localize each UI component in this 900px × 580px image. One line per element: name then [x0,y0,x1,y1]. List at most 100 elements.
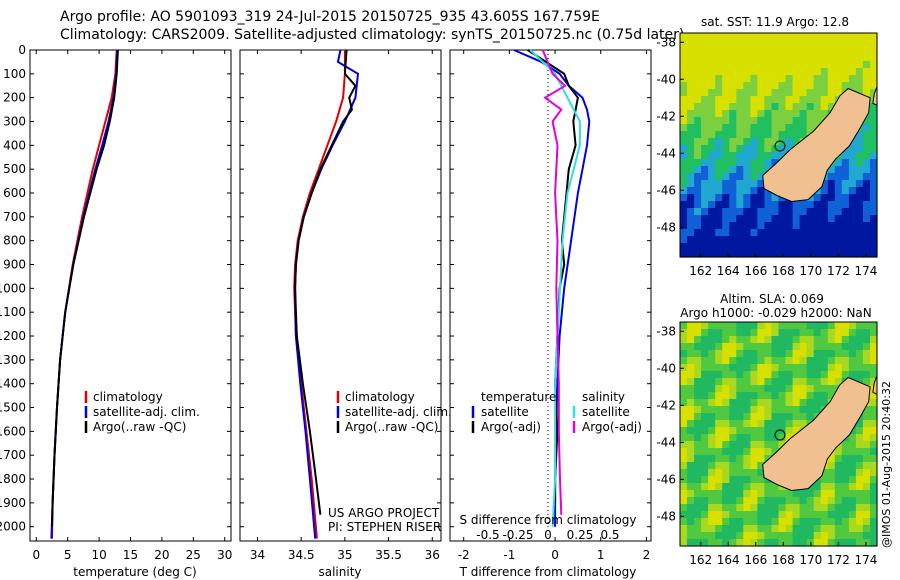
map-cell [750,483,758,491]
map-cell [820,364,829,372]
map-cell [862,180,871,188]
map-cell [841,469,850,477]
map-cell [771,427,780,435]
map-cell [687,413,695,421]
map-cell [715,208,723,216]
map-cell [680,469,688,477]
map-cell [855,427,864,435]
map-cell [862,378,871,386]
map-cell [708,476,716,484]
map-cell [715,61,723,69]
map-cell [834,89,843,97]
map-cell [771,483,780,491]
map-cell [750,250,758,258]
map-cell [841,75,850,83]
map-cell [841,322,850,330]
map-cell [771,364,780,372]
map-cell [722,236,730,244]
map-cell [841,54,850,62]
map-cell [743,504,751,512]
map-cell [862,329,871,337]
map-cell [736,427,744,435]
map-cell [862,336,871,344]
map-cell [757,462,765,470]
map-cell [827,455,836,463]
map-cell [785,222,794,230]
map-cell [806,47,815,55]
map-cell [743,54,751,62]
map-cell [799,96,808,104]
sst-map-title: sat. SST: 11.9 Argo: 12.8 [701,15,849,29]
map-cell [862,350,871,358]
map-cell [750,406,758,414]
map-cell [750,455,758,463]
map-cell [694,427,702,435]
map-cell [694,61,702,69]
map-cell [687,89,695,97]
map-cell [687,539,695,547]
map-cell [792,497,801,505]
map-cell [715,427,723,435]
map-cell [729,385,737,393]
map-cell [722,33,730,41]
map-cell [736,131,744,139]
map-cell [708,462,716,470]
map-cell [862,215,871,223]
map-cell [771,229,780,237]
map-cell [806,322,815,330]
map-cell [722,322,730,330]
map-cell [806,110,815,118]
map-cell [708,336,716,344]
map-cell [771,392,780,400]
map-cell [799,504,808,512]
map-cell [722,476,730,484]
map-cell [799,336,808,344]
map-cell [764,518,772,526]
map-cell [855,145,864,153]
map-cell [729,434,737,442]
map-cell [715,448,723,456]
map-cell [806,75,815,83]
map-cell [827,343,836,351]
map-cell [708,413,716,421]
map-cell [870,448,878,456]
map-cell [722,497,730,505]
map-cell [820,322,829,330]
map-cell [862,33,871,41]
map-cell [701,222,709,230]
map-cell [785,33,794,41]
map-cell [792,243,801,251]
map-cell [806,413,815,421]
map-cell [694,159,702,167]
map-cell [870,504,878,512]
map-cell [820,33,829,41]
map-cell [715,82,723,90]
map-cell [729,532,737,540]
map-cell [862,222,871,230]
map-cell [736,399,744,407]
float-position-marker [774,429,786,441]
map-cell [722,117,730,125]
map-cell [792,406,801,414]
map-cell [729,96,737,104]
map-cell [799,392,808,400]
map-cell [708,420,716,428]
map-cell [834,518,843,526]
map-cell [736,159,744,167]
map-cell [715,469,723,477]
map-cell [680,250,688,258]
y-tick-label: 800 [3,234,26,248]
map-cell [750,138,758,146]
map-cell [855,250,864,258]
map-cell [715,357,723,365]
map-cell [771,448,780,456]
map-cell [848,329,857,337]
y-tick-label: -40 [656,361,676,375]
map-cell [778,441,787,449]
map-cell [841,152,850,160]
map-cell [870,159,878,167]
map-cell [694,89,702,97]
map-cell [750,89,758,97]
map-cell [722,138,730,146]
map-cell [771,138,780,146]
